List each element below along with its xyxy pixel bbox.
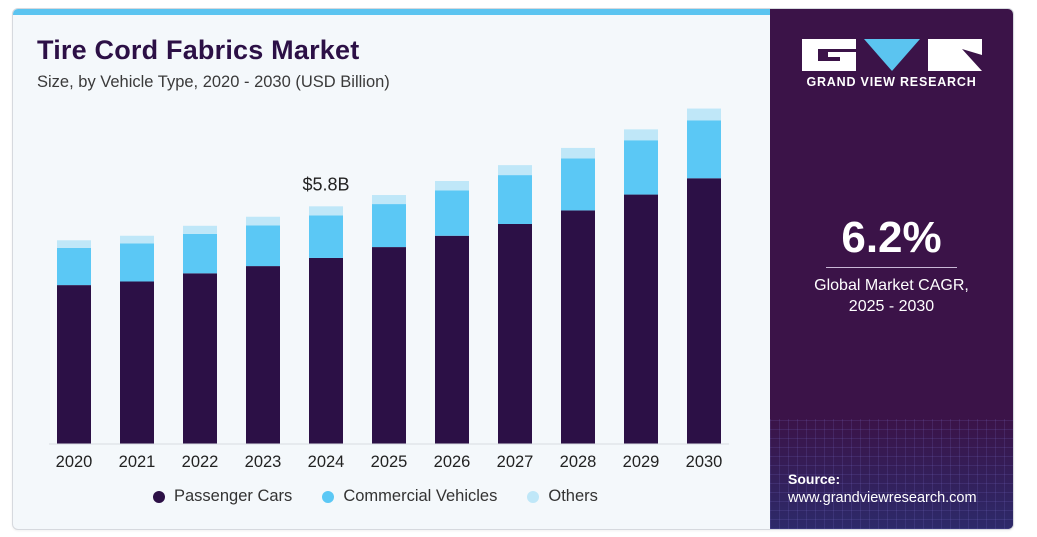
x-tick-label: 2023 <box>245 453 282 471</box>
chart-legend: Passenger Cars Commercial Vehicles Other… <box>153 487 598 506</box>
brand-name: GRAND VIEW RESEARCH <box>806 75 977 89</box>
legend-label-others: Others <box>548 487 598 505</box>
bar-2029-passenger-cars <box>624 194 658 444</box>
bar-2021-commercial-vehicles <box>120 243 154 282</box>
bar-2030-passenger-cars <box>687 178 721 444</box>
bar-2028-commercial-vehicles <box>561 158 595 211</box>
bar-2022-passenger-cars <box>183 273 217 444</box>
cagr-value: 6.2% <box>841 213 942 262</box>
chart-panel: 2020 2021 2022 2023 2024 $5.8B 2025 2026 2027 202… <box>13 9 770 529</box>
bar-2029-others <box>624 129 658 141</box>
bar-2022-commercial-vehicles <box>183 233 217 274</box>
chart-card: 2020 2021 2022 2023 2024 $5.8B 2025 2026 2027 202… <box>12 8 1014 530</box>
bar-2022-others <box>183 225 217 234</box>
cagr-divider <box>826 267 957 268</box>
legend-item-commercial-vehicles: Commercial Vehicles <box>322 487 497 506</box>
bar-2025-others <box>372 195 406 205</box>
bar-2023-commercial-vehicles <box>246 225 280 267</box>
accent-bar <box>13 9 770 15</box>
bar-2027-others <box>498 165 532 176</box>
x-tick-label: 2025 <box>371 453 408 471</box>
legend-label-passenger-cars: Passenger Cars <box>174 487 293 505</box>
bar-2021-others <box>120 235 154 244</box>
bar-2028-passenger-cars <box>561 210 595 444</box>
x-tick-label: 2021 <box>119 453 156 471</box>
legend-swatch-others <box>527 490 540 503</box>
legend-swatch-commercial-vehicles <box>322 490 335 503</box>
chart-title: Tire Cord Fabrics Market <box>37 35 360 65</box>
bar-2030-commercial-vehicles <box>687 120 721 179</box>
info-sidebar: GRAND VIEW RESEARCH 6.2% Global Market C… <box>770 9 1013 529</box>
cagr-label-line-1: Global Market CAGR, <box>814 277 969 294</box>
bar-2024-passenger-cars <box>309 257 343 444</box>
decorative-grid <box>770 419 1013 529</box>
x-tick-label: 2030 <box>686 453 723 471</box>
legend-swatch-passenger-cars <box>153 490 165 503</box>
source-label: Source: <box>788 471 841 487</box>
bar-2025-passenger-cars <box>372 247 406 444</box>
bar-2029-commercial-vehicles <box>624 140 658 195</box>
bar-2021-passenger-cars <box>120 281 154 444</box>
bar-2030-others <box>687 108 721 121</box>
bar-2026-passenger-cars <box>435 235 469 444</box>
x-tick-label: 2027 <box>497 453 534 471</box>
x-tick-label: 2022 <box>182 453 219 471</box>
bar-2028-others <box>561 147 595 159</box>
bar-2026-commercial-vehicles <box>435 190 469 236</box>
x-tick-label: 2024 <box>308 453 345 471</box>
legend-item-others: Others <box>527 487 598 506</box>
bar-2020-others <box>57 240 91 248</box>
legend-label-commercial-vehicles: Commercial Vehicles <box>343 487 498 505</box>
x-tick-label: 2029 <box>623 453 660 471</box>
bar-2027-passenger-cars <box>498 223 532 444</box>
cagr-label: Global Market CAGR, 2025 - 2030 <box>770 275 1013 317</box>
bar-annotation: $5.8B <box>302 174 349 194</box>
x-tick-label: 2020 <box>56 453 93 471</box>
bar-2024-commercial-vehicles <box>309 215 343 258</box>
chart-subtitle: Size, by Vehicle Type, 2020 - 2030 (USD … <box>37 73 390 91</box>
x-tick-label: 2028 <box>560 453 597 471</box>
bar-2023-others <box>246 216 280 226</box>
bar-2020-commercial-vehicles <box>57 247 91 286</box>
bar-2026-others <box>435 180 469 191</box>
bar-2020-passenger-cars <box>57 285 91 444</box>
bar-2027-commercial-vehicles <box>498 175 532 224</box>
source-url[interactable]: www.grandviewresearch.com <box>788 490 977 506</box>
cagr-label-line-2: 2025 - 2030 <box>848 298 935 315</box>
bar-chart: 2020 2021 2022 2023 2024 $5.8B 2025 2026 2027 202… <box>49 108 729 471</box>
bar-2025-commercial-vehicles <box>372 204 406 248</box>
x-tick-label: 2026 <box>434 453 471 471</box>
bar-2023-passenger-cars <box>246 266 280 444</box>
grand-view-research-logo <box>802 39 982 71</box>
legend-item-passenger-cars: Passenger Cars <box>153 487 292 506</box>
bar-2024-others <box>309 206 343 216</box>
